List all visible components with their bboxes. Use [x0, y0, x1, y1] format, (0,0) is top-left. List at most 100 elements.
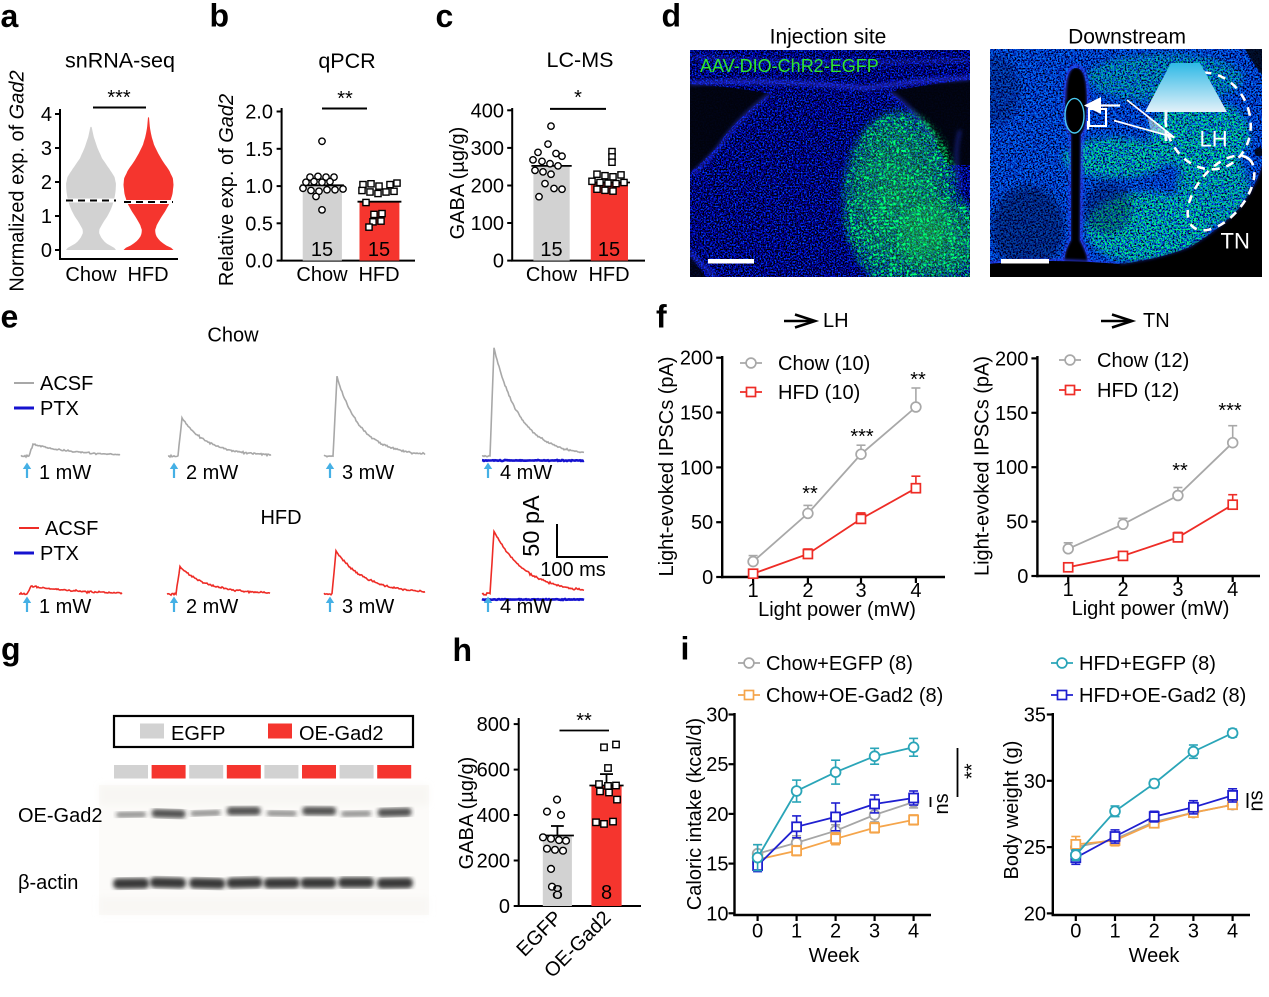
svg-text:100 ms: 100 ms — [540, 559, 606, 581]
svg-text:d: d — [662, 0, 682, 34]
svg-text:a: a — [1, 0, 19, 34]
svg-text:1: 1 — [791, 921, 802, 943]
svg-text:Week: Week — [1129, 945, 1181, 967]
svg-text:200: 200 — [680, 348, 713, 370]
svg-text:200: 200 — [477, 851, 510, 873]
svg-text:HFD: HFD — [588, 264, 629, 286]
svg-text:TN: TN — [1221, 229, 1250, 254]
svg-text:2: 2 — [802, 580, 813, 602]
svg-text:qPCR: qPCR — [318, 49, 375, 73]
svg-text:g: g — [1, 631, 21, 667]
svg-text:8: 8 — [552, 882, 563, 904]
svg-text:3: 3 — [1172, 579, 1183, 601]
svg-text:100: 100 — [680, 457, 713, 479]
svg-text:β-actin: β-actin — [18, 872, 78, 894]
svg-text:2 mW: 2 mW — [186, 462, 238, 484]
svg-text:0.5: 0.5 — [245, 213, 273, 235]
svg-text:Light power (mW): Light power (mW) — [1072, 598, 1230, 620]
svg-text:600: 600 — [477, 760, 510, 782]
svg-text:800: 800 — [477, 714, 510, 736]
svg-text:PTX: PTX — [40, 543, 79, 565]
svg-text:Chow: Chow — [296, 264, 348, 286]
svg-text:Chow (12): Chow (12) — [1097, 350, 1189, 372]
svg-text:i: i — [681, 631, 690, 667]
svg-text:Downstream: Downstream — [1068, 26, 1186, 49]
svg-text:1 mW: 1 mW — [39, 596, 91, 618]
svg-text:35: 35 — [1024, 705, 1046, 727]
svg-text:***: *** — [1218, 400, 1242, 422]
svg-text:4 mW: 4 mW — [500, 596, 552, 618]
svg-text:15: 15 — [706, 854, 728, 876]
svg-text:**: ** — [802, 483, 818, 505]
svg-text:1: 1 — [1109, 921, 1120, 943]
svg-text:ACSF: ACSF — [40, 373, 93, 395]
svg-text:30: 30 — [1024, 771, 1046, 793]
svg-text:2: 2 — [41, 172, 52, 194]
svg-text:0: 0 — [1070, 921, 1081, 943]
svg-text:EGFP: EGFP — [171, 723, 225, 745]
svg-text:HFD+OE-Gad2 (8): HFD+OE-Gad2 (8) — [1079, 685, 1246, 707]
svg-text:0: 0 — [752, 921, 763, 943]
svg-text:3: 3 — [1188, 921, 1199, 943]
svg-text:4: 4 — [41, 104, 52, 126]
svg-text:**: ** — [1172, 460, 1188, 482]
svg-text:3: 3 — [41, 138, 52, 160]
svg-text:ns: ns — [931, 793, 953, 814]
svg-text:ACSF: ACSF — [45, 518, 98, 540]
svg-text:LH: LH — [823, 310, 849, 332]
svg-text:200: 200 — [471, 176, 504, 198]
svg-text:Light power (mW): Light power (mW) — [758, 599, 916, 621]
svg-text:0: 0 — [493, 251, 504, 273]
svg-text:4: 4 — [1227, 579, 1238, 601]
svg-text:20: 20 — [1024, 903, 1046, 925]
svg-text:30: 30 — [706, 705, 728, 727]
svg-text:100: 100 — [471, 213, 504, 235]
svg-text:2: 2 — [1117, 579, 1128, 601]
svg-text:HFD+EGFP (8): HFD+EGFP (8) — [1079, 653, 1216, 675]
svg-text:**: ** — [576, 710, 592, 732]
svg-text:Light-evoked IPSCs (pA): Light-evoked IPSCs (pA) — [971, 356, 993, 576]
svg-text:HFD (10): HFD (10) — [778, 382, 860, 404]
svg-text:15: 15 — [598, 239, 620, 261]
svg-text:15: 15 — [540, 239, 562, 261]
svg-text:HFD: HFD — [358, 264, 399, 286]
svg-text:GABA (µg/g): GABA (µg/g) — [447, 127, 469, 240]
svg-text:**: ** — [337, 88, 353, 110]
svg-text:OE-Gad2: OE-Gad2 — [18, 805, 102, 827]
svg-text:150: 150 — [680, 403, 713, 425]
svg-text:25: 25 — [706, 754, 728, 776]
svg-text:300: 300 — [471, 138, 504, 160]
svg-text:400: 400 — [477, 805, 510, 827]
svg-text:Chow+OE-Gad2 (8): Chow+OE-Gad2 (8) — [766, 685, 943, 707]
svg-text:3 mW: 3 mW — [342, 462, 394, 484]
svg-text:15: 15 — [311, 239, 333, 261]
svg-text:HFD (12): HFD (12) — [1097, 380, 1179, 402]
svg-text:AAV-DIO-ChR2-EGFP: AAV-DIO-ChR2-EGFP — [700, 56, 879, 76]
svg-text:0: 0 — [1017, 566, 1028, 588]
svg-text:LH: LH — [1200, 127, 1228, 152]
svg-text:4: 4 — [908, 921, 919, 943]
svg-text:25: 25 — [1024, 837, 1046, 859]
svg-text:50: 50 — [1006, 512, 1028, 534]
svg-text:Week: Week — [809, 945, 861, 967]
svg-text:15: 15 — [368, 239, 390, 261]
svg-text:1: 1 — [748, 580, 759, 602]
svg-text:Chow+EGFP (8): Chow+EGFP (8) — [766, 653, 913, 675]
svg-text:LC-MS: LC-MS — [547, 48, 614, 72]
svg-text:10: 10 — [706, 903, 728, 925]
svg-text:Light-evoked IPSCs (pA): Light-evoked IPSCs (pA) — [656, 356, 678, 576]
svg-text:OE-Gad2: OE-Gad2 — [299, 723, 383, 745]
svg-text:**: ** — [910, 369, 926, 391]
svg-text:150: 150 — [995, 403, 1028, 425]
svg-text:0: 0 — [702, 567, 713, 589]
svg-text:Caloric intake (kcal/d): Caloric intake (kcal/d) — [684, 718, 706, 910]
svg-text:4 mW: 4 mW — [500, 462, 552, 484]
svg-text:e: e — [1, 299, 19, 335]
svg-text:Chow: Chow — [526, 264, 578, 286]
svg-text:0: 0 — [41, 240, 52, 262]
svg-text:20: 20 — [706, 804, 728, 826]
svg-text:2 mW: 2 mW — [186, 596, 238, 618]
svg-text:2.0: 2.0 — [245, 102, 273, 124]
svg-text:c: c — [436, 0, 454, 34]
svg-text:1.5: 1.5 — [245, 139, 273, 161]
